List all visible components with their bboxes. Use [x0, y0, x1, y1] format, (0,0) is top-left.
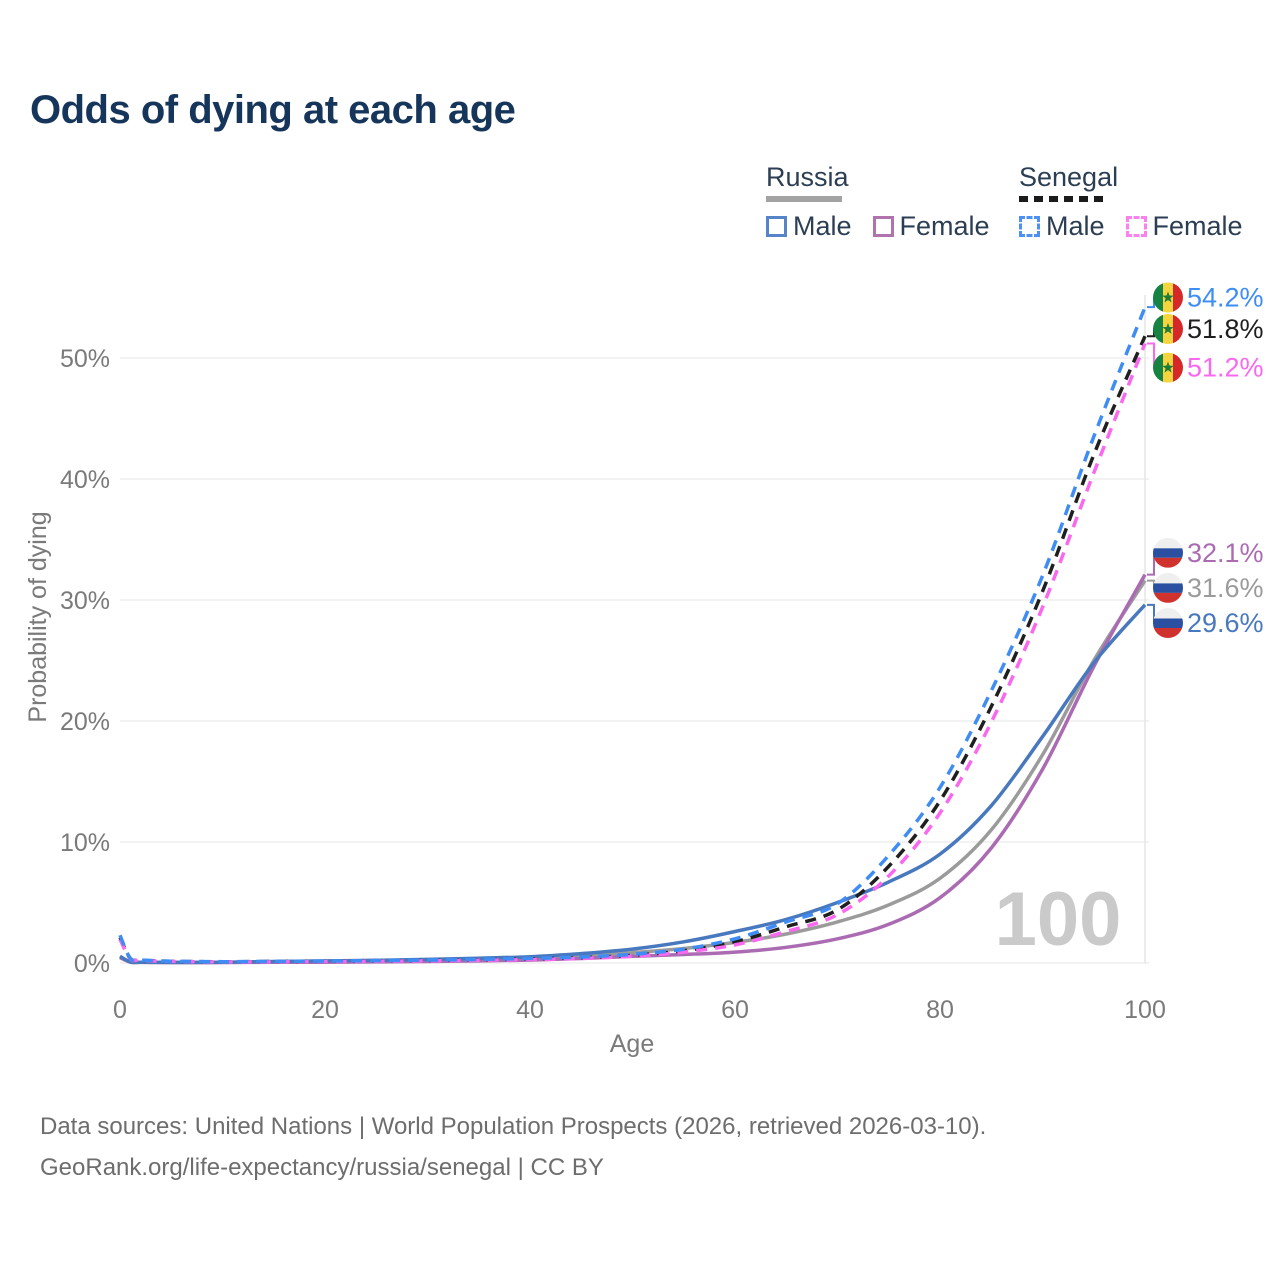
- y-tick-label: 10%: [60, 829, 110, 857]
- series-lines: [118, 306, 1147, 965]
- legend-item-russia-male[interactable]: Male: [766, 211, 852, 242]
- age-counter-watermark: 100: [995, 877, 1122, 962]
- x-tick-label: 40: [516, 996, 544, 1024]
- x-tick-label: 20: [311, 996, 339, 1024]
- series-line-senegal-female[interactable]: [118, 342, 1147, 964]
- senegal-flag-icon: [1153, 352, 1183, 383]
- y-axis-title: Probability of dying: [24, 511, 52, 722]
- x-tick-label: 80: [926, 996, 954, 1024]
- senegal-flag-icon: [1153, 282, 1183, 313]
- series-line-russia-female[interactable]: [119, 573, 1147, 965]
- y-tick-label: 40%: [60, 466, 110, 494]
- series-line-russia-both[interactable]: [119, 579, 1147, 965]
- gridlines: [120, 295, 1149, 964]
- x-tick-label: 60: [721, 996, 749, 1024]
- series-line-senegal-male[interactable]: [118, 306, 1147, 964]
- end-label-senegal-male: 54.2%: [1187, 283, 1264, 313]
- russia-female-swatch-icon: [872, 216, 894, 237]
- x-tick-label: 100: [1124, 996, 1166, 1024]
- legend-senegal-male-label: Male: [1046, 211, 1105, 241]
- footer-line-2: GeoRank.org/life-expectancy/russia/seneg…: [40, 1154, 604, 1181]
- end-label-russia-female: 32.1%: [1187, 538, 1264, 568]
- legend-item-senegal-female[interactable]: Female: [1125, 211, 1243, 242]
- legend-item-russia-female[interactable]: Female: [872, 211, 990, 242]
- legend-russia-solid-line-sample: [766, 196, 842, 202]
- data-source-footer: Data sources: United Nations | World Pop…: [40, 1106, 986, 1188]
- y-tick-label: 0%: [74, 950, 110, 978]
- senegal-flag-icon: [1153, 313, 1183, 344]
- legend-group-senegal: Senegal Male Female: [1019, 162, 1243, 242]
- end-labels: 31.6% 32.1% 29.6% 51.8% 51.2% 54.2%: [1147, 282, 1264, 638]
- legend-senegal-dashed-line-sample: [1019, 196, 1109, 202]
- y-tick-label: 50%: [60, 345, 110, 373]
- russia-flag-icon: [1153, 607, 1183, 638]
- russia-male-swatch-icon: [766, 216, 787, 237]
- legend-russia-male-label: Male: [793, 211, 852, 241]
- end-label-russia-both: 31.6%: [1187, 573, 1264, 603]
- x-tick-label: 0: [113, 996, 127, 1024]
- series-line-senegal-both[interactable]: [118, 335, 1147, 964]
- russia-flag-icon: [1153, 572, 1183, 603]
- legend-russia-heading: Russia: [766, 162, 849, 192]
- legend-senegal-heading: Senegal: [1019, 162, 1119, 192]
- legend-item-senegal-male[interactable]: Male: [1019, 211, 1105, 242]
- legend-russia-female-label: Female: [899, 211, 990, 241]
- series-line-russia-male[interactable]: [119, 603, 1147, 965]
- x-axis-title: Age: [610, 1030, 654, 1058]
- y-tick-label: 30%: [60, 587, 110, 615]
- y-tick-label: 20%: [60, 708, 110, 736]
- senegal-male-swatch-icon: [1019, 216, 1040, 237]
- senegal-female-swatch-icon: [1125, 216, 1147, 237]
- legend-group-russia: Russia Male Female: [766, 162, 990, 242]
- page-title: Odds of dying at each age: [30, 88, 516, 132]
- end-label-senegal-female: 51.2%: [1187, 353, 1264, 383]
- end-label-senegal-both: 51.8%: [1187, 314, 1264, 344]
- russia-flag-icon: [1153, 537, 1183, 568]
- footer-line-1: Data sources: United Nations | World Pop…: [40, 1113, 987, 1140]
- end-label-russia-male: 29.6%: [1187, 608, 1264, 638]
- axis-ticks: 0% 10% 20% 30% 40% 50% 0 20 40 60 80 100: [60, 345, 1166, 1024]
- legend-senegal-female-label: Female: [1152, 211, 1243, 241]
